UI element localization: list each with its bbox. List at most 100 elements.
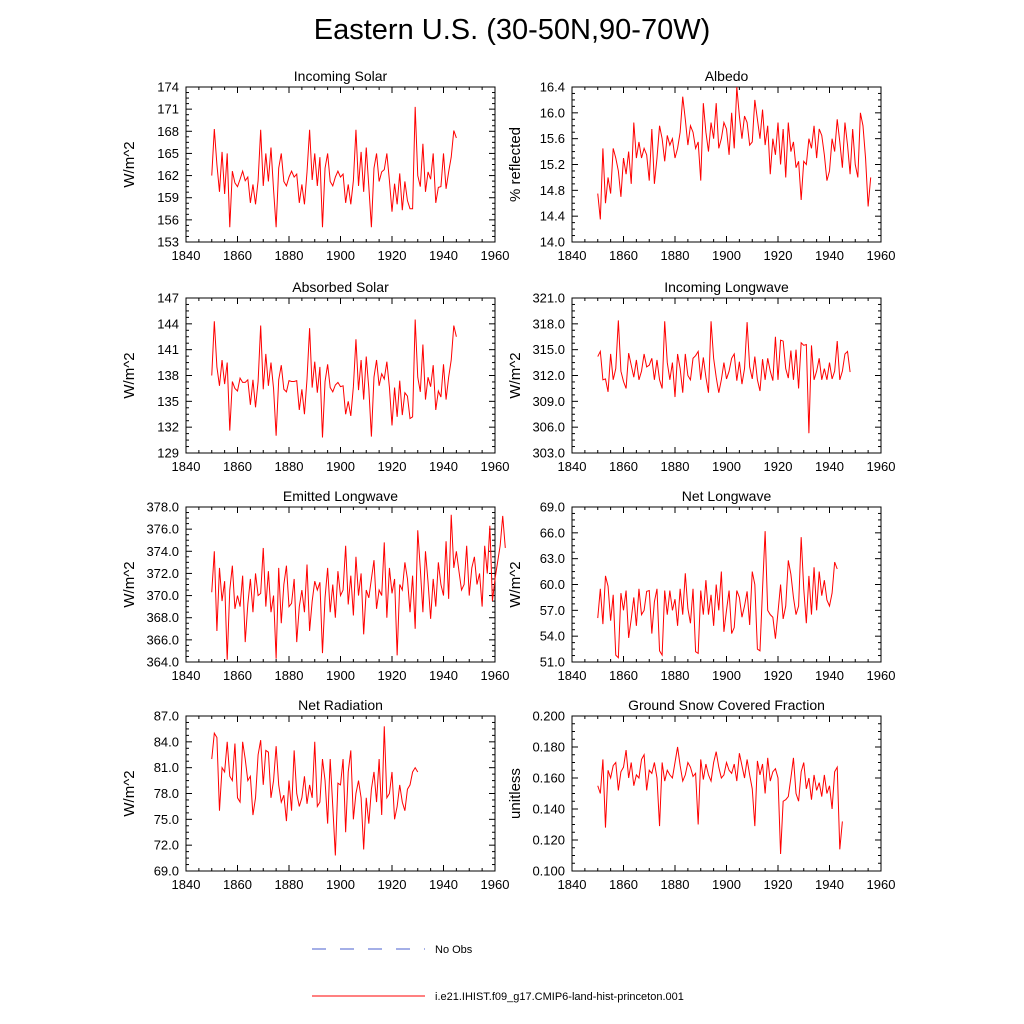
- x-tick-label: 1940: [429, 248, 458, 263]
- y-tick-label: 165: [157, 146, 179, 161]
- x-tick-label: 1940: [815, 877, 844, 892]
- x-tick-label: 1920: [764, 877, 793, 892]
- series-line: [597, 531, 838, 659]
- y-tick-label: 0.200: [532, 709, 565, 724]
- chart-panel-3: 1840 1860 1880 1900 1920 1940 1960 129 132 135 138…: [121, 279, 509, 474]
- x-tick-label: 1960: [867, 877, 896, 892]
- chart-panel-4: 1840 1860 1880 1900 1920 1940 1960 303.0 306.0 30…: [507, 279, 895, 474]
- plot-frame: [571, 506, 882, 663]
- panel-title: Incoming Longwave: [664, 279, 789, 295]
- legend: No Obs i.e21.IHIST.f09_g17.CMIP6-land-his…: [312, 944, 684, 1003]
- x-tick-label: 1900: [326, 877, 355, 892]
- chart-panel-6: 1840 1860 1880 1900 1920 1940 1960 51.0 54.0 57.0…: [507, 488, 895, 683]
- x-tick-label: 1840: [558, 877, 587, 892]
- x-tick-label: 1880: [661, 877, 690, 892]
- y-tick-label: 72.0: [154, 838, 179, 853]
- y-tick-label: 54.0: [540, 629, 565, 644]
- x-tick-label: 1880: [661, 459, 690, 474]
- y-tick-label: 14.4: [540, 209, 565, 224]
- x-tick-label: 1880: [275, 877, 304, 892]
- y-tick-label: 168: [157, 124, 179, 139]
- x-tick-label: 1860: [609, 668, 638, 683]
- y-tick-label: 16.4: [540, 80, 565, 95]
- y-tick-label: 81.0: [154, 760, 179, 775]
- y-tick-label: 60.0: [540, 577, 565, 592]
- plot-frame: [571, 86, 882, 243]
- x-tick-label: 1900: [712, 668, 741, 683]
- series-line: [597, 86, 872, 220]
- x-tick-label: 1900: [326, 668, 355, 683]
- plot-frame: [571, 715, 882, 872]
- x-tick-label: 1920: [764, 668, 793, 683]
- y-tick-label: 15.6: [540, 131, 565, 146]
- y-axis-label: W/m^2: [121, 770, 138, 816]
- x-tick-label: 1920: [378, 877, 407, 892]
- x-tick-label: 1840: [558, 668, 587, 683]
- y-axis-label: W/m^2: [121, 352, 138, 398]
- x-tick-label: 1840: [558, 248, 587, 263]
- y-tick-label: 147: [157, 291, 179, 306]
- x-tick-label: 1880: [661, 248, 690, 263]
- panel-title: Incoming Solar: [294, 68, 388, 84]
- panel-title: Albedo: [705, 68, 749, 84]
- y-tick-label: 364.0: [146, 655, 179, 670]
- y-tick-label: 63.0: [540, 551, 565, 566]
- y-tick-label: 162: [157, 168, 179, 183]
- y-tick-label: 174: [157, 80, 179, 95]
- x-tick-label: 1900: [326, 248, 355, 263]
- y-tick-label: 318.0: [532, 316, 565, 331]
- x-tick-label: 1920: [378, 668, 407, 683]
- x-tick-label: 1900: [712, 877, 741, 892]
- x-tick-label: 1960: [481, 668, 510, 683]
- x-tick-label: 1920: [378, 248, 407, 263]
- y-tick-label: 312.0: [532, 368, 565, 383]
- x-tick-label: 1960: [481, 459, 510, 474]
- y-tick-label: 0.140: [532, 802, 565, 817]
- y-tick-label: 0.160: [532, 771, 565, 786]
- x-tick-label: 1960: [481, 248, 510, 263]
- x-tick-label: 1940: [429, 459, 458, 474]
- y-tick-label: 366.0: [146, 632, 179, 647]
- series-line: [211, 514, 506, 660]
- x-tick-label: 1880: [275, 668, 304, 683]
- plot-frame: [185, 715, 496, 872]
- y-tick-label: 0.120: [532, 833, 565, 848]
- y-tick-label: 57.0: [540, 603, 565, 618]
- y-tick-label: 144: [157, 316, 179, 331]
- x-tick-label: 1840: [558, 459, 587, 474]
- y-tick-label: 66.0: [540, 525, 565, 540]
- x-tick-label: 1860: [609, 877, 638, 892]
- legend-label-no-obs: No Obs: [435, 944, 473, 956]
- y-axis-label: unitless: [507, 768, 524, 819]
- chart-panel-2: 1840 1860 1880 1900 1920 1940 1960 14.0 14.4 14.8…: [507, 68, 895, 263]
- x-tick-label: 1840: [172, 877, 201, 892]
- chart-panel-8: 1840 1860 1880 1900 1920 1940 1960 0.100 0.120 0.…: [507, 697, 895, 892]
- y-tick-label: 87.0: [154, 709, 179, 724]
- series-line: [211, 106, 457, 228]
- y-tick-label: 141: [157, 342, 179, 357]
- y-axis-label: W/m^2: [507, 352, 524, 398]
- x-tick-label: 1940: [429, 877, 458, 892]
- y-tick-label: 78.0: [154, 786, 179, 801]
- x-tick-label: 1900: [326, 459, 355, 474]
- x-tick-label: 1900: [712, 248, 741, 263]
- x-tick-label: 1860: [609, 459, 638, 474]
- x-tick-label: 1920: [764, 248, 793, 263]
- x-tick-label: 1940: [815, 248, 844, 263]
- y-tick-label: 135: [157, 394, 179, 409]
- x-tick-label: 1920: [378, 459, 407, 474]
- x-tick-label: 1880: [661, 668, 690, 683]
- panel-title: Net Radiation: [298, 697, 383, 713]
- y-tick-label: 84.0: [154, 734, 179, 749]
- y-tick-label: 16.0: [540, 105, 565, 120]
- y-tick-label: 0.180: [532, 740, 565, 755]
- y-tick-label: 368.0: [146, 610, 179, 625]
- x-tick-label: 1840: [172, 668, 201, 683]
- y-tick-label: 129: [157, 446, 179, 461]
- panel-title: Absorbed Solar: [292, 279, 389, 295]
- y-tick-label: 376.0: [146, 522, 179, 537]
- x-tick-label: 1940: [429, 668, 458, 683]
- x-tick-label: 1860: [223, 877, 252, 892]
- x-tick-label: 1960: [867, 668, 896, 683]
- y-tick-label: 303.0: [532, 446, 565, 461]
